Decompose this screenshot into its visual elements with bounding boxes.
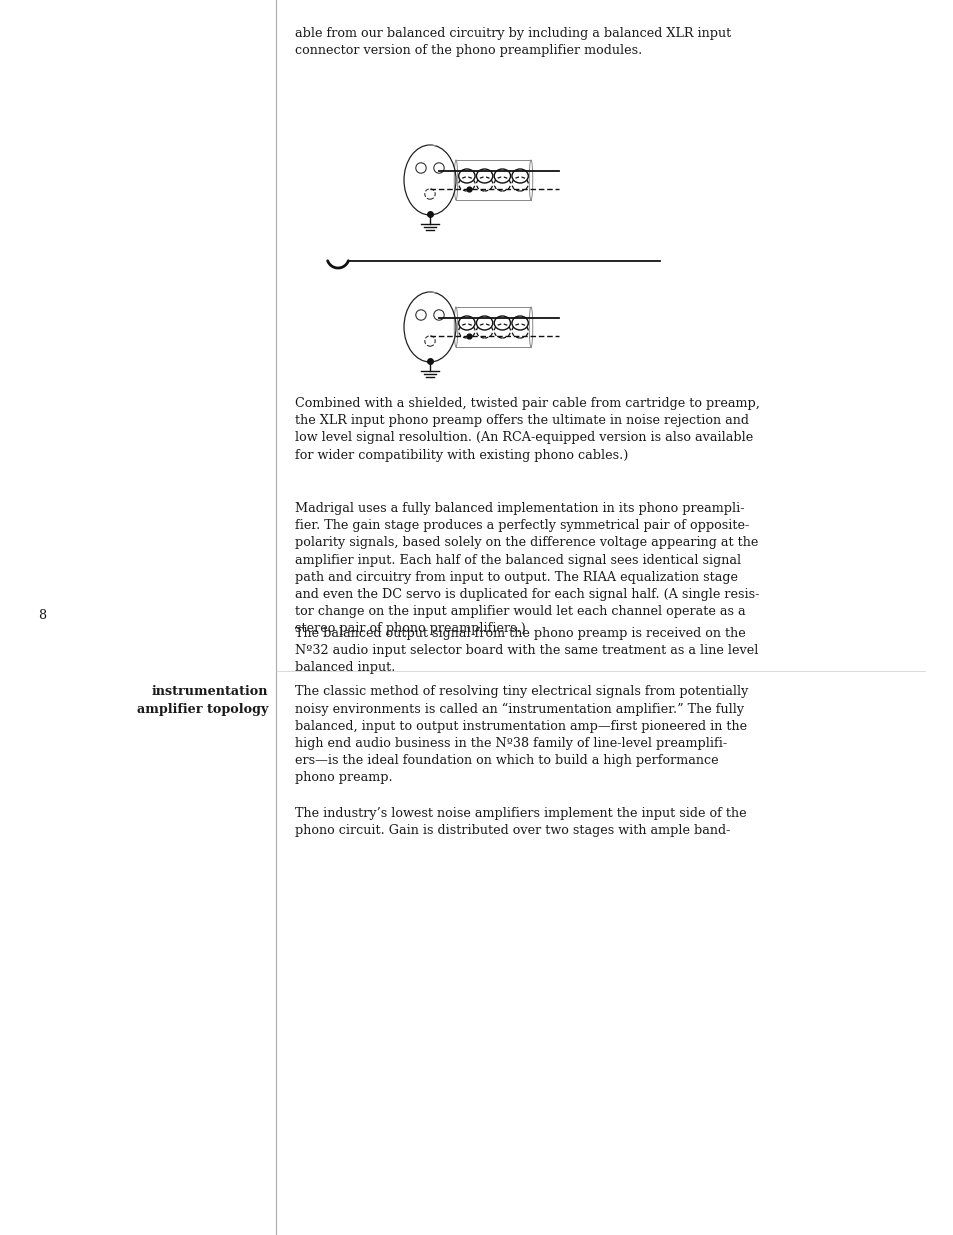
Text: able from our balanced circuitry by including a balanced XLR input
connector ver: able from our balanced circuitry by incl… (294, 27, 731, 57)
Text: The industry’s lowest noise amplifiers implement the input side of the
phono cir: The industry’s lowest noise amplifiers i… (294, 806, 746, 837)
Text: Combined with a shielded, twisted pair cable from cartridge to preamp,
the XLR i: Combined with a shielded, twisted pair c… (294, 396, 760, 462)
Text: instrumentation
amplifier topology: instrumentation amplifier topology (136, 685, 268, 716)
Text: The classic method of resolving tiny electrical signals from potentially
noisy e: The classic method of resolving tiny ele… (294, 685, 747, 784)
Text: The balanced output signal from the phono preamp is received on the
Nº32 audio i: The balanced output signal from the phon… (294, 627, 758, 674)
Text: Madrigal uses a fully balanced implementation in its phono preampli-
fier. The g: Madrigal uses a fully balanced implement… (294, 501, 759, 635)
Text: 8: 8 (38, 609, 46, 621)
